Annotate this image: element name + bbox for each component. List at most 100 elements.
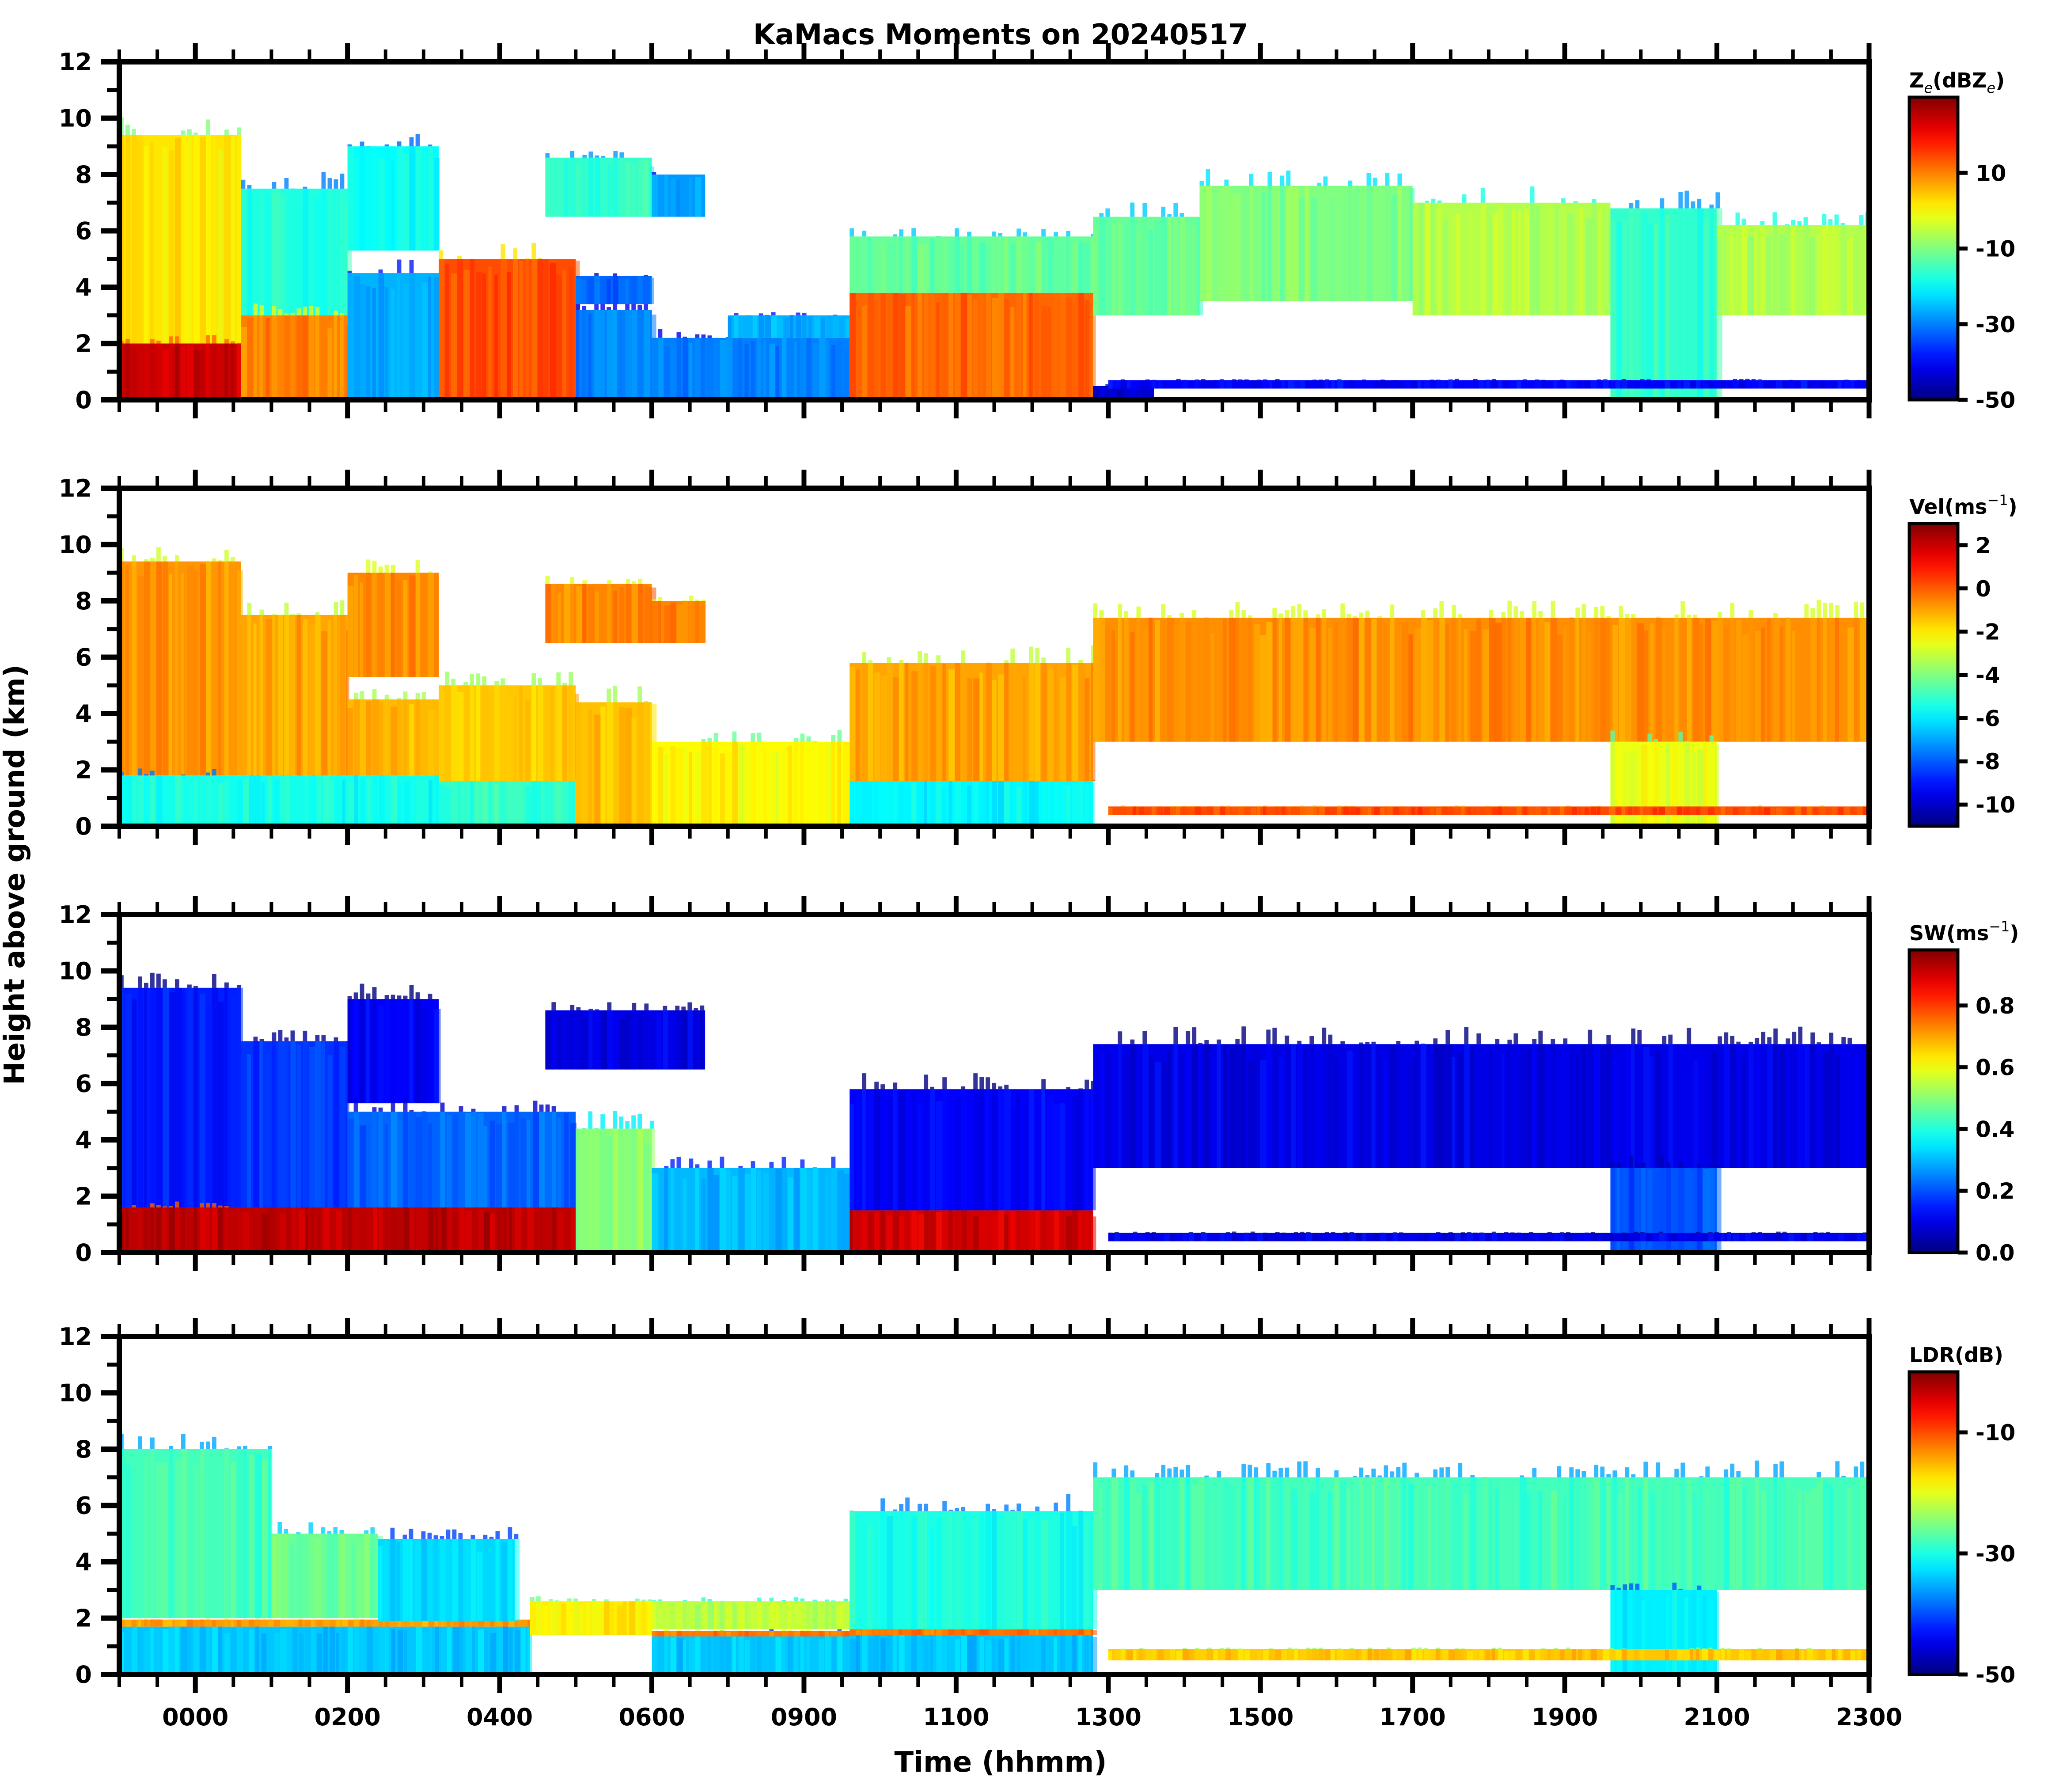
colorbar-label-part: −1 (1989, 918, 2010, 935)
y-tick-label: 8 (75, 1435, 92, 1463)
colorbar-tick-label: 2 (1976, 533, 1991, 558)
echo-layer (849, 1073, 1096, 1211)
colorbar-linear-depolarization-ratio: -10 -30 -50 LDR(dB) (1908, 1343, 2015, 1688)
y-tick-label: 2 (75, 756, 92, 784)
y-tick-label: 8 (75, 161, 92, 189)
echo-layer (1093, 1460, 1869, 1590)
echo-layer (652, 1629, 850, 1674)
echo-layer (652, 329, 850, 400)
colorbar-tick-label: -10 (1976, 1420, 2015, 1446)
echo-layer (1412, 186, 1611, 315)
echo-layer (1717, 212, 1869, 315)
colorbar-tick-label: 10 (1976, 160, 2006, 186)
echo-layer (1610, 1583, 1719, 1674)
y-axis-label: Height above ground (km) (0, 664, 31, 1085)
x-tick-label: 1700 (1380, 1703, 1446, 1731)
echo-layer (652, 1597, 850, 1629)
echo-layer (1093, 1026, 1869, 1168)
echo-layer (347, 689, 441, 776)
y-tick-label: 0 (75, 1239, 92, 1267)
y-tick-label: 12 (59, 901, 92, 929)
colorbar-label-part: ) (1995, 68, 2005, 92)
colorbar-tick-label: -6 (1976, 706, 2000, 731)
echo-layer (1199, 169, 1415, 301)
panel-linear-depolarization-ratio: 0 2 4 6 8 10 12 0000 0200 0400 0600 0900 1100 1300 150… (59, 1318, 2015, 1731)
echo-layer (1093, 600, 1869, 742)
x-tick-label: 0000 (162, 1703, 228, 1731)
colorbar-label: SW(ms−1) (1909, 918, 2019, 945)
echo-layer (241, 171, 352, 315)
colorbar-label-part: e (1987, 80, 1995, 96)
echo-layer (849, 277, 1096, 400)
colorbar-label-part: e (1924, 80, 1933, 96)
echo-layer (545, 1002, 705, 1070)
colorbar-tick-label: 0.0 (1976, 1240, 2015, 1266)
echo-layer (119, 547, 243, 776)
colorbar-label-part: Z (1909, 68, 1924, 92)
echo-layer (241, 304, 352, 400)
colorbar-reflectivity: 10 -10 -30 -50 Ze(dBZe) (1908, 68, 2015, 413)
echo-layer (119, 1620, 532, 1674)
x-tick-label: 1900 (1532, 1703, 1598, 1731)
echo-layer (1108, 805, 1869, 815)
y-tick-label: 6 (75, 1492, 92, 1520)
y-tick-label: 6 (75, 217, 92, 245)
x-tick-label: 0600 (618, 1703, 685, 1731)
x-tick-label: 1100 (923, 1703, 989, 1731)
echo-layer (119, 1618, 533, 1627)
echo-layer (849, 775, 1096, 826)
echo-layer (1108, 1231, 1869, 1241)
colorbar-label-part: Vel(ms (1909, 495, 1987, 519)
colorbar-tick-label: 0 (1976, 576, 1991, 602)
y-tick-label: 10 (59, 957, 92, 985)
colorbar-tick-label: -4 (1976, 663, 2000, 688)
echo-layer (652, 172, 705, 217)
echo-layer (271, 1522, 383, 1618)
echo-layer (652, 1630, 850, 1636)
echo-layer (652, 1156, 850, 1253)
echo-layer (241, 1030, 351, 1207)
y-tick-label: 8 (75, 587, 92, 615)
colorbar-label-part: −1 (1987, 492, 2008, 509)
colorbar-tick-label: -8 (1976, 749, 2000, 775)
x-tick-label: 0900 (771, 1703, 837, 1731)
colorbar-spectrum-width: 0.8 0.6 0.4 0.2 0.0 SW(ms−1) (1908, 918, 2019, 1266)
y-tick-label: 12 (59, 1323, 92, 1351)
echo-layer (576, 1111, 655, 1253)
echo-layer (728, 312, 852, 338)
panel-reflectivity: 0 2 4 6 8 10 12 10 -10 -30 -50 Ze(dBZe) (59, 43, 2015, 418)
echo-layer (652, 595, 706, 643)
panel-spectrum-width: 0 2 4 6 8 10 12 0.8 0.6 0.4 0.2 0.0 SW(ms−1) (59, 896, 2019, 1271)
y-tick-label: 0 (75, 812, 92, 840)
echo-layer (119, 117, 242, 400)
echo-layer (347, 559, 439, 677)
echo-layer (347, 983, 441, 1104)
chart-title: KaMacs Moments on 20240517 (753, 19, 1248, 51)
echo-layer (849, 1494, 1097, 1629)
colorbar-tick-label: -30 (1976, 1541, 2015, 1567)
echo-layer (545, 151, 654, 217)
x-tick-label: 1300 (1075, 1703, 1141, 1731)
echo-layer (545, 576, 656, 643)
colorbar-label-part: SW(ms (1909, 921, 1989, 945)
echo-layer (439, 672, 579, 781)
colorbar-label: Vel(ms−1) (1909, 492, 2017, 519)
x-tick-label: 0200 (315, 1703, 381, 1731)
echo-layer (1108, 379, 1869, 389)
y-tick-label: 10 (59, 1379, 92, 1407)
y-tick-label: 4 (75, 1548, 92, 1576)
x-tick-label: 2300 (1836, 1703, 1902, 1731)
colorbar-tick-label: 0.4 (1976, 1116, 2015, 1142)
echo-layer (1610, 190, 1722, 400)
echo-layer (119, 1433, 273, 1618)
echo-layer (849, 1629, 1097, 1635)
y-tick-label: 4 (75, 273, 92, 301)
x-tick-label: 0400 (466, 1703, 533, 1731)
colorbar-gradient (1908, 522, 1960, 828)
echo-layer (347, 259, 440, 400)
echo-field (119, 117, 1869, 400)
y-tick-label: 12 (59, 48, 92, 76)
x-tick-label: 2100 (1684, 1703, 1750, 1731)
echo-layer (530, 1596, 653, 1635)
